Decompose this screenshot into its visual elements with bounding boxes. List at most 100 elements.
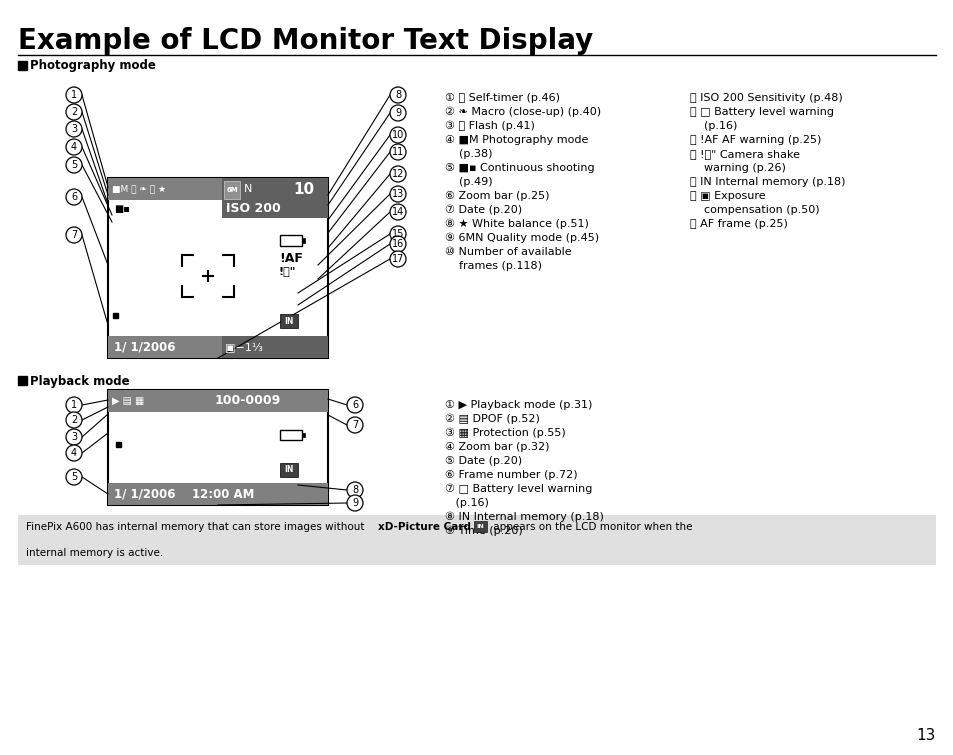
Bar — [18, 515, 935, 565]
Text: IN: IN — [284, 316, 294, 325]
Bar — [302, 433, 305, 437]
Text: appears on the LCD monitor when the: appears on the LCD monitor when the — [490, 522, 692, 532]
Text: 2: 2 — [71, 107, 77, 117]
Text: 7: 7 — [71, 230, 77, 240]
Text: (p.49): (p.49) — [444, 177, 492, 187]
Bar — [280, 430, 302, 440]
Text: ⑤ ■▪ Continuous shooting: ⑤ ■▪ Continuous shooting — [444, 163, 594, 173]
Text: !✊": !✊" — [278, 266, 296, 276]
Circle shape — [347, 482, 363, 498]
Text: ⑥ Frame number (p.72): ⑥ Frame number (p.72) — [444, 470, 577, 480]
Text: ⑧ IN Internal memory (p.18): ⑧ IN Internal memory (p.18) — [444, 512, 603, 522]
Bar — [108, 483, 328, 505]
Text: 1/ 1/2006    12:00 AM: 1/ 1/2006 12:00 AM — [113, 488, 254, 501]
Text: warning (p.26): warning (p.26) — [689, 163, 785, 173]
Bar — [222, 178, 328, 200]
Text: ⑦ □ Battery level warning: ⑦ □ Battery level warning — [444, 484, 592, 495]
Circle shape — [66, 87, 82, 103]
Text: 15: 15 — [392, 229, 404, 239]
Text: ⑰ AF frame (p.25): ⑰ AF frame (p.25) — [689, 219, 787, 229]
Text: N: N — [243, 184, 252, 194]
Bar — [280, 314, 297, 328]
Circle shape — [66, 429, 82, 445]
Text: ⑧ ★ White balance (p.51): ⑧ ★ White balance (p.51) — [444, 219, 588, 230]
Bar — [116, 442, 121, 447]
Text: ③ ⓹ Flash (p.41): ③ ⓹ Flash (p.41) — [444, 121, 535, 131]
Text: 11: 11 — [392, 147, 404, 157]
Text: 14: 14 — [392, 207, 404, 217]
Text: ③ ▦ Protection (p.55): ③ ▦ Protection (p.55) — [444, 428, 565, 439]
Circle shape — [66, 445, 82, 461]
Text: 4: 4 — [71, 448, 77, 458]
Text: 100-0009: 100-0009 — [214, 395, 281, 408]
Text: xD-Picture Card: xD-Picture Card — [377, 522, 471, 532]
Text: 16: 16 — [392, 239, 404, 249]
Text: ■M Ⓢ ❧ ⌛ ★: ■M Ⓢ ❧ ⌛ ★ — [112, 184, 166, 193]
Circle shape — [66, 412, 82, 428]
Text: 9: 9 — [352, 498, 357, 508]
Text: ISO 200: ISO 200 — [226, 202, 281, 215]
Text: 10: 10 — [392, 130, 404, 140]
Text: ⑦ Date (p.20): ⑦ Date (p.20) — [444, 205, 521, 215]
Circle shape — [66, 189, 82, 205]
Bar — [108, 390, 328, 505]
Text: Example of LCD Monitor Text Display: Example of LCD Monitor Text Display — [18, 27, 593, 55]
Text: 2: 2 — [71, 415, 77, 425]
Text: 5: 5 — [71, 160, 77, 170]
Circle shape — [347, 495, 363, 511]
Text: 13: 13 — [392, 189, 404, 199]
Circle shape — [347, 417, 363, 433]
Text: 12: 12 — [392, 169, 404, 179]
Text: (p.16): (p.16) — [444, 498, 488, 508]
Bar — [224, 181, 240, 199]
Text: ④ Zoom bar (p.32): ④ Zoom bar (p.32) — [444, 442, 549, 452]
Text: 7: 7 — [352, 420, 357, 430]
Circle shape — [390, 251, 406, 267]
Text: 1: 1 — [71, 90, 77, 100]
Text: IN: IN — [284, 466, 294, 474]
Text: ■▪: ■▪ — [113, 204, 130, 214]
Text: ⑮ IN Internal memory (p.18): ⑮ IN Internal memory (p.18) — [689, 177, 844, 187]
Bar — [222, 200, 328, 218]
Text: 3: 3 — [71, 124, 77, 134]
Circle shape — [390, 236, 406, 252]
Text: 8: 8 — [352, 485, 357, 495]
Bar — [207, 390, 328, 412]
Circle shape — [390, 144, 406, 160]
Text: 3: 3 — [71, 432, 77, 442]
Text: compensation (p.50): compensation (p.50) — [689, 205, 819, 215]
Text: !AF: !AF — [278, 251, 302, 264]
Text: IN: IN — [476, 525, 484, 529]
Text: internal memory is active.: internal memory is active. — [26, 548, 163, 558]
Text: 5: 5 — [71, 472, 77, 482]
Bar — [18, 376, 27, 385]
Bar — [108, 336, 222, 358]
Circle shape — [66, 104, 82, 120]
Text: ② ▤ DPOF (p.52): ② ▤ DPOF (p.52) — [444, 414, 539, 424]
Bar — [280, 463, 297, 477]
Text: 13: 13 — [916, 728, 935, 742]
Text: ⑭ !✊" Camera shake: ⑭ !✊" Camera shake — [689, 149, 800, 159]
Circle shape — [66, 397, 82, 413]
Text: 1: 1 — [71, 400, 77, 410]
Text: ④ ■M Photography mode: ④ ■M Photography mode — [444, 135, 588, 145]
Text: Playback mode: Playback mode — [30, 374, 130, 387]
Text: ⑪ ISO 200 Sensitivity (p.48): ⑪ ISO 200 Sensitivity (p.48) — [689, 93, 841, 103]
Bar — [108, 390, 207, 412]
Text: frames (p.118): frames (p.118) — [444, 261, 541, 271]
Text: ⑩ Number of available: ⑩ Number of available — [444, 247, 571, 257]
Text: (p.38): (p.38) — [444, 149, 492, 159]
Text: 6: 6 — [71, 192, 77, 202]
Bar — [474, 521, 486, 532]
Circle shape — [390, 127, 406, 143]
Text: ① ▶ Playback mode (p.31): ① ▶ Playback mode (p.31) — [444, 400, 592, 410]
Text: ▶ ▤ ▦: ▶ ▤ ▦ — [112, 396, 144, 406]
Text: 9: 9 — [395, 108, 400, 118]
Text: ② ❧ Macro (close-up) (p.40): ② ❧ Macro (close-up) (p.40) — [444, 107, 600, 117]
Text: ⑥ Zoom bar (p.25): ⑥ Zoom bar (p.25) — [444, 191, 549, 201]
Circle shape — [66, 227, 82, 243]
Bar — [112, 313, 118, 318]
Circle shape — [66, 469, 82, 485]
Text: ▣−1¹⁄₃: ▣−1¹⁄₃ — [225, 342, 263, 352]
Circle shape — [390, 87, 406, 103]
